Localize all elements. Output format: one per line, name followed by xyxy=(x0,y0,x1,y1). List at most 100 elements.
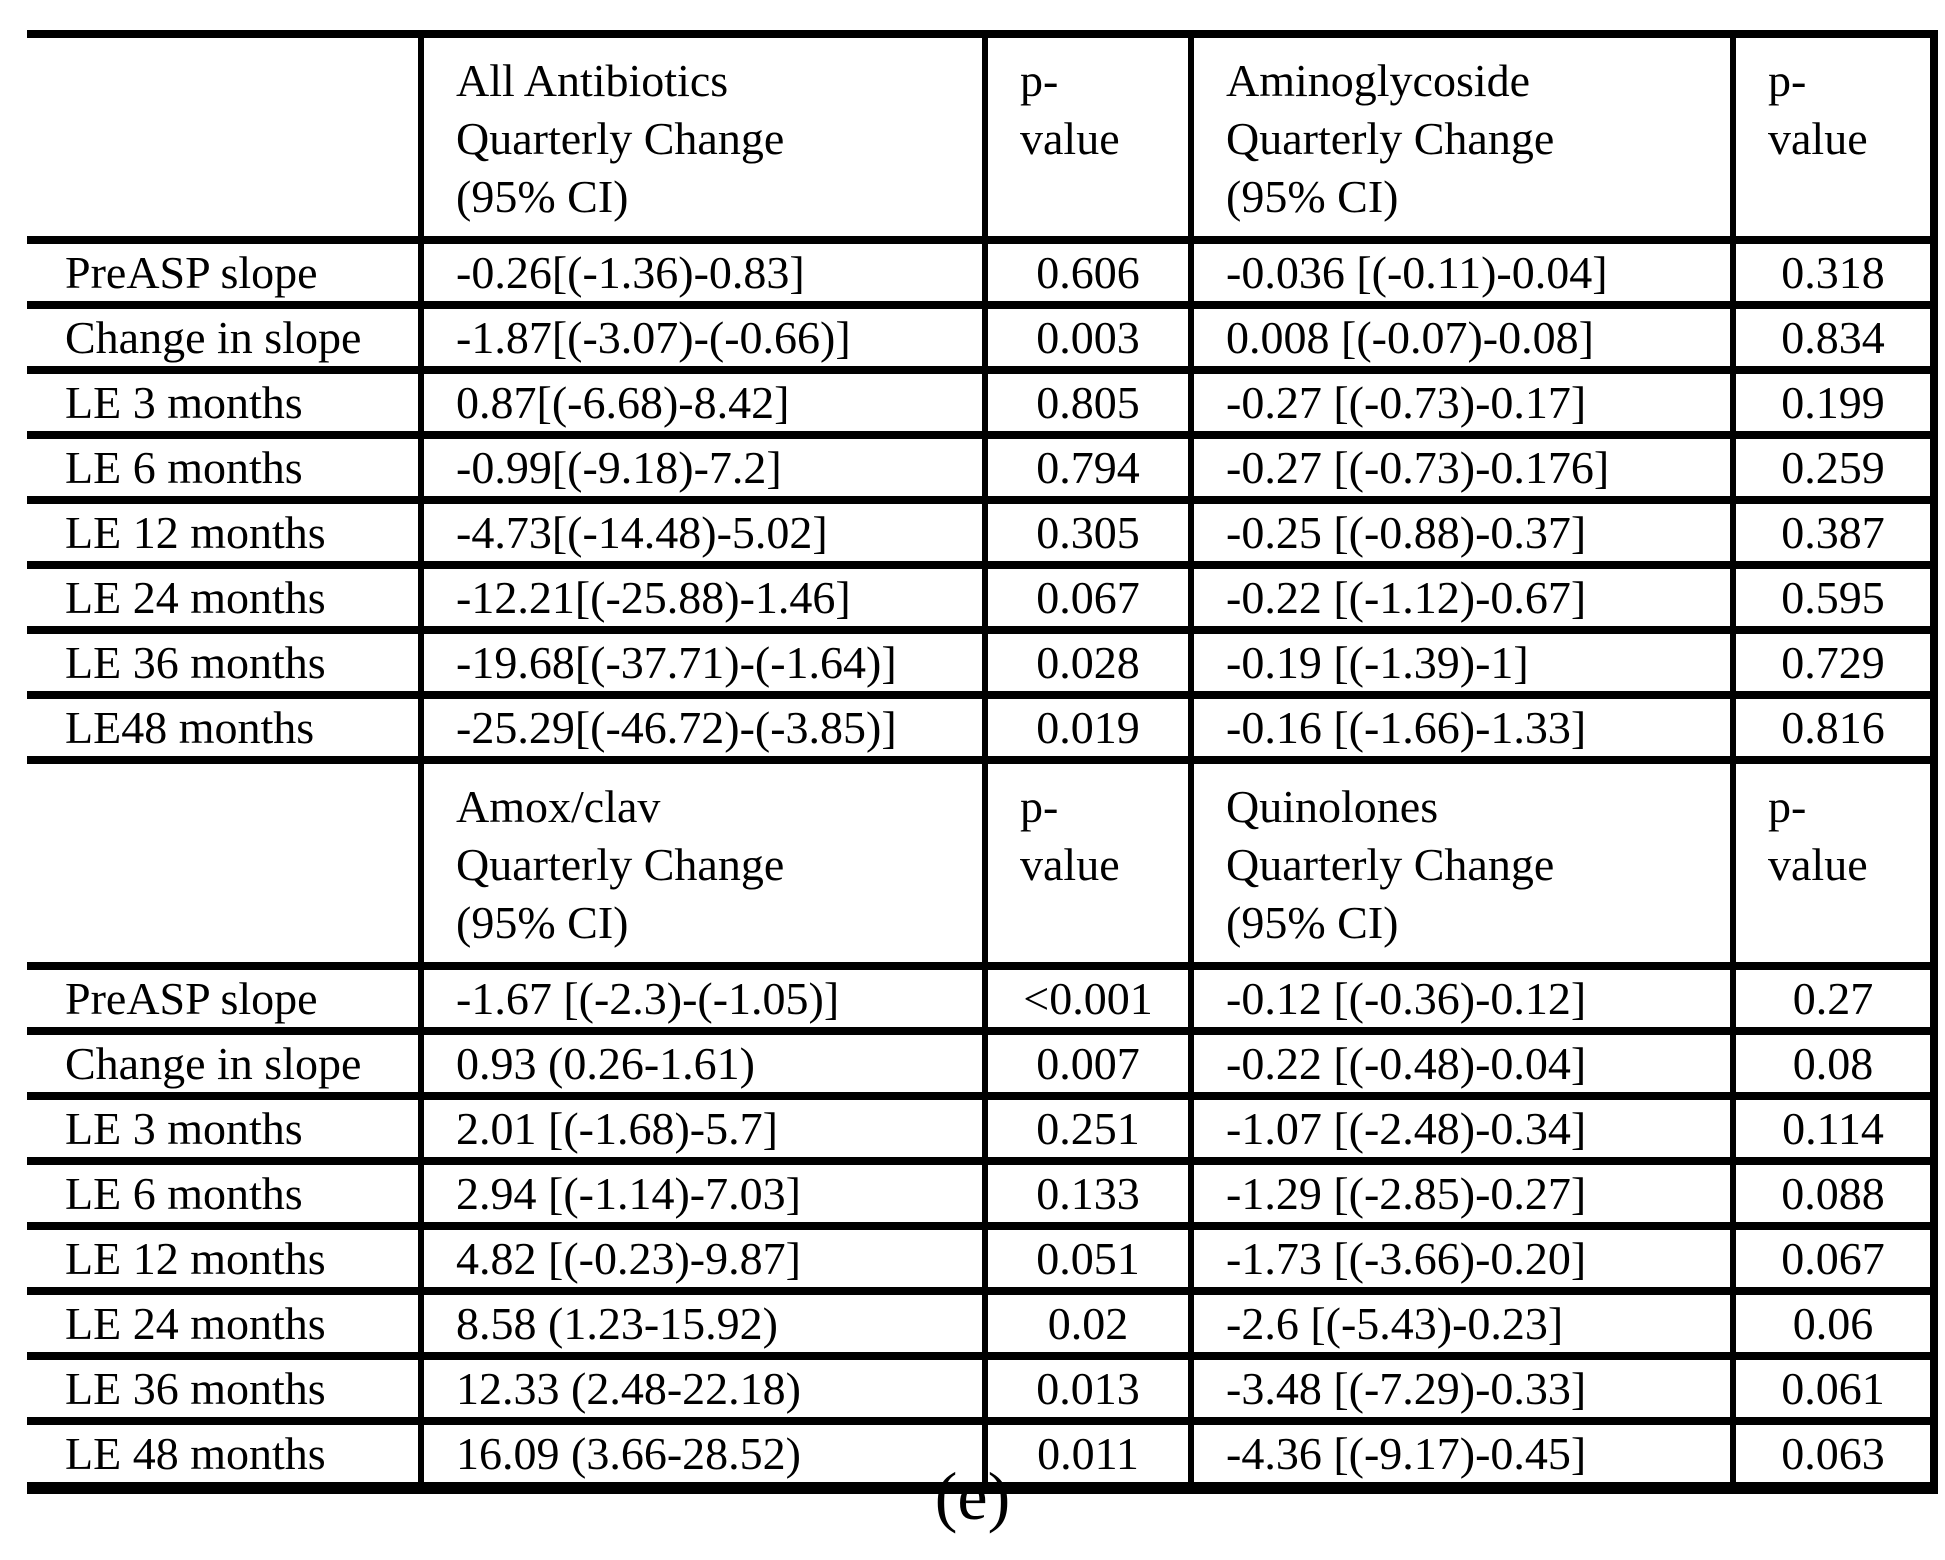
table-row: LE 6 months -0.99[(-9.18)-7.2] 0.794 -0.27 … xyxy=(27,431,1938,504)
p-value-cell: 0.606 xyxy=(982,236,1194,309)
header-line: value xyxy=(1020,113,1120,164)
ci-value-cell: -0.26[(-1.36)-0.83] xyxy=(418,236,988,309)
section-2-rows: PreASP slope -1.67 [(-2.3)-(-1.05)] <0.001… xyxy=(27,962,1938,1494)
header-line: p- xyxy=(1020,781,1059,832)
ci-value-cell: -4.73[(-14.48)-5.02] xyxy=(418,496,988,569)
ci-value-cell: -25.29[(-46.72)-(-3.85)] xyxy=(418,691,988,764)
ci-value-cell: -1.07 [(-2.48)-0.34] xyxy=(1188,1092,1736,1165)
ci-value-cell: -0.22 [(-1.12)-0.67] xyxy=(1188,561,1736,634)
p-value-cell: 0.794 xyxy=(982,431,1194,504)
header-line: Aminoglycoside xyxy=(1226,55,1531,106)
figure-label: (e) xyxy=(934,1458,1011,1534)
table-row: LE 24 months -12.21[(-25.88)-1.46] 0.067 -0… xyxy=(27,561,1938,634)
header-line: value xyxy=(1768,113,1868,164)
row-label-cell: Change in slope xyxy=(27,1027,424,1100)
header-line: Quarterly Change xyxy=(456,839,785,890)
p-value-cell: 0.133 xyxy=(982,1157,1194,1230)
row-label-cell: PreASP slope xyxy=(27,962,424,1035)
ci-value-cell: -1.29 [(-2.85)-0.27] xyxy=(1188,1157,1736,1230)
ci-value-cell: -0.99[(-9.18)-7.2] xyxy=(418,431,988,504)
p-value-cell: 0.028 xyxy=(982,626,1194,699)
header-line: Quarterly Change xyxy=(456,113,785,164)
header-line: value xyxy=(1768,839,1868,890)
ci-value-cell: -3.48 [(-7.29)-0.33] xyxy=(1188,1352,1736,1425)
p-value-cell: 0.114 xyxy=(1730,1092,1938,1165)
column-header-quinolones: Quinolones Quarterly Change (95% CI) xyxy=(1188,756,1736,970)
header-line: Quarterly Change xyxy=(1226,113,1555,164)
ci-value-cell: -1.73 [(-3.66)-0.20] xyxy=(1188,1222,1736,1295)
p-value-cell: 0.067 xyxy=(982,561,1194,634)
ci-value-cell: -0.036 [(-0.11)-0.04] xyxy=(1188,236,1736,309)
row-label-cell: LE 48 months xyxy=(27,1417,424,1494)
p-value-cell: 0.834 xyxy=(1730,301,1938,374)
p-value-cell: 0.729 xyxy=(1730,626,1938,699)
ci-value-cell: 12.33 (2.48-22.18) xyxy=(418,1352,988,1425)
ci-value-cell: -0.22 [(-0.48)-0.04] xyxy=(1188,1027,1736,1100)
p-value-cell: 0.251 xyxy=(982,1092,1194,1165)
row-label-cell: LE 36 months xyxy=(27,1352,424,1425)
ci-value-cell: -4.36 [(-9.17)-0.45] xyxy=(1188,1417,1736,1494)
p-value-cell: 0.27 xyxy=(1730,962,1938,1035)
p-value-cell: 0.051 xyxy=(982,1222,1194,1295)
results-table: All Antibiotics Quarterly Change (95% CI… xyxy=(27,30,1938,1494)
p-value-cell: 0.06 xyxy=(1730,1287,1938,1360)
table-row: LE 24 months 8.58 (1.23-15.92) 0.02 -2.6 [(… xyxy=(27,1287,1938,1360)
p-value-cell: 0.019 xyxy=(982,691,1194,764)
header-row: Amox/clav Quarterly Change (95% CI) p- v… xyxy=(27,756,1938,970)
p-value-cell: 0.318 xyxy=(1730,236,1938,309)
p-value-cell: 0.816 xyxy=(1730,691,1938,764)
row-label-cell: Change in slope xyxy=(27,301,424,374)
ci-value-cell: -2.6 [(-5.43)-0.23] xyxy=(1188,1287,1736,1360)
table-row: Change in slope 0.93 (0.26-1.61) 0.007 -0.2… xyxy=(27,1027,1938,1100)
table-row: Change in slope -1.87[(-3.07)-(-0.66)] 0.0… xyxy=(27,301,1938,374)
header-line: value xyxy=(1020,839,1120,890)
table-row: LE 36 months 12.33 (2.48-22.18) 0.013 -3.48… xyxy=(27,1352,1938,1425)
row-label-cell: LE48 months xyxy=(27,691,424,764)
row-label-cell: LE 6 months xyxy=(27,431,424,504)
ci-value-cell: 0.87[(-6.68)-8.42] xyxy=(418,366,988,439)
p-value-cell: 0.199 xyxy=(1730,366,1938,439)
p-value-cell: 0.387 xyxy=(1730,496,1938,569)
p-value-cell: 0.013 xyxy=(982,1352,1194,1425)
header-line: p- xyxy=(1768,55,1807,106)
column-header-p-value: p- value xyxy=(1730,756,1938,970)
ci-value-cell: 2.94 [(-1.14)-7.03] xyxy=(418,1157,988,1230)
row-label-cell: LE 24 months xyxy=(27,561,424,634)
header-line: p- xyxy=(1020,55,1059,106)
ci-value-cell: -0.27 [(-0.73)-0.17] xyxy=(1188,366,1736,439)
p-value-cell: 0.259 xyxy=(1730,431,1938,504)
ci-value-cell: -1.87[(-3.07)-(-0.66)] xyxy=(418,301,988,374)
column-header-aminoglycoside: Aminoglycoside Quarterly Change (95% CI) xyxy=(1188,30,1736,244)
ci-value-cell: 0.008 [(-0.07)-0.08] xyxy=(1188,301,1736,374)
column-header-p-value: p- value xyxy=(1730,30,1938,244)
table-row: LE 12 months 4.82 [(-0.23)-9.87] 0.051 -1.7… xyxy=(27,1222,1938,1295)
ci-value-cell: -12.21[(-25.88)-1.46] xyxy=(418,561,988,634)
table-row: PreASP slope -1.67 [(-2.3)-(-1.05)] <0.001… xyxy=(27,962,1938,1035)
header-row: All Antibiotics Quarterly Change (95% CI… xyxy=(27,30,1938,244)
section-2-header: Amox/clav Quarterly Change (95% CI) p- v… xyxy=(27,756,1938,970)
row-label-cell: LE 24 months xyxy=(27,1287,424,1360)
table-row: LE 3 months 0.87[(-6.68)-8.42] 0.805 -0.27 … xyxy=(27,366,1938,439)
header-line: Quarterly Change xyxy=(1226,839,1555,890)
ci-value-cell: 0.93 (0.26-1.61) xyxy=(418,1027,988,1100)
header-line: p- xyxy=(1768,781,1807,832)
p-value-cell: 0.011 xyxy=(982,1417,1194,1494)
column-header-p-value: p- value xyxy=(982,30,1194,244)
ci-value-cell: -0.19 [(-1.39)-1] xyxy=(1188,626,1736,699)
empty-header-cell xyxy=(27,30,424,244)
table-row: LE 36 months -19.68[(-37.71)-(-1.64)] 0.02… xyxy=(27,626,1938,699)
header-line: (95% CI) xyxy=(1226,171,1399,222)
row-label-cell: LE 36 months xyxy=(27,626,424,699)
table-row: LE 6 months 2.94 [(-1.14)-7.03] 0.133 -1.29… xyxy=(27,1157,1938,1230)
row-label-cell: LE 3 months xyxy=(27,366,424,439)
column-header-amox-clav: Amox/clav Quarterly Change (95% CI) xyxy=(418,756,988,970)
header-line: Amox/clav xyxy=(456,781,661,832)
column-header-p-value: p- value xyxy=(982,756,1194,970)
table-row: LE 3 months 2.01 [(-1.68)-5.7] 0.251 -1.07 … xyxy=(27,1092,1938,1165)
ci-value-cell: -1.67 [(-2.3)-(-1.05)] xyxy=(418,962,988,1035)
row-label-cell: LE 12 months xyxy=(27,496,424,569)
table-row: LE48 months -25.29[(-46.72)-(-3.85)] 0.019… xyxy=(27,691,1938,764)
p-value-cell: 0.02 xyxy=(982,1287,1194,1360)
p-value-cell: 0.007 xyxy=(982,1027,1194,1100)
